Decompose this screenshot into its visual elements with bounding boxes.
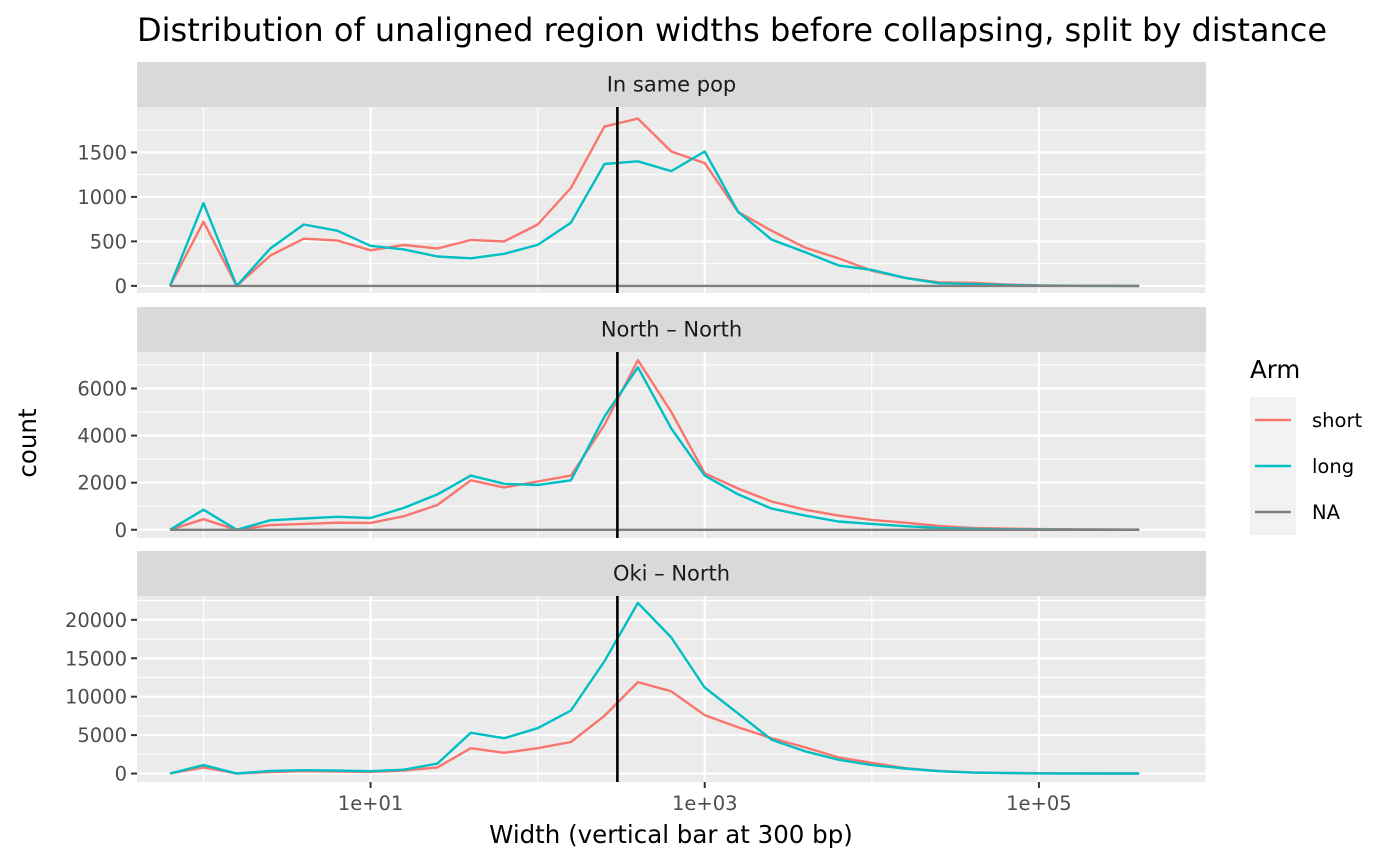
x-tick-label: 1e+01 — [338, 792, 404, 815]
y-tick-label: 20000 — [65, 609, 127, 632]
x-tick-label: 1e+05 — [1006, 792, 1072, 815]
x-tick-label: 1e+03 — [672, 792, 738, 815]
x-axis-title: Width (vertical bar at 300 bp) — [489, 820, 853, 849]
y-tick-label: 0 — [115, 275, 127, 298]
series-line-long — [169, 601, 1140, 775]
y-tick-label: 0 — [115, 763, 127, 786]
legend-item: NA — [1250, 489, 1341, 535]
legend-item: short — [1250, 397, 1362, 443]
y-tick-label: 500 — [90, 230, 127, 253]
facet-strip-label: Oki – North — [613, 562, 730, 586]
y-tick-label: 4000 — [77, 425, 127, 448]
panel-background — [137, 596, 1206, 782]
y-tick-label: 1500 — [77, 141, 127, 164]
legend: Arm short long NA — [1250, 355, 1362, 535]
y-tick-label: 10000 — [65, 686, 127, 709]
facet-panel: In same pop 0 500 1000 1500 — [77, 62, 1207, 298]
series-line-long — [168, 150, 1140, 288]
y-tick-label: 2000 — [77, 472, 127, 495]
legend-label: NA — [1312, 501, 1341, 524]
legend-label: long — [1312, 455, 1354, 478]
facet-panel: North – North 0 2000 4000 6000 — [77, 307, 1207, 542]
y-tick-label: 15000 — [65, 647, 127, 670]
facet-strip — [137, 307, 1206, 352]
legend-item: long — [1250, 443, 1354, 489]
facet-strip — [137, 551, 1206, 596]
legend-label: short — [1312, 409, 1362, 432]
legend-title: Arm — [1250, 355, 1300, 384]
chart-title: Distribution of unaligned region widths … — [137, 11, 1327, 49]
y-axis-title: count — [13, 408, 42, 478]
panel-background — [137, 107, 1206, 293]
y-tick-label: 1000 — [77, 186, 127, 209]
y-tick-label: 0 — [115, 519, 127, 542]
facet-strip-label: North – North — [601, 318, 742, 342]
y-tick-label: 6000 — [77, 377, 127, 400]
facet-strip-label: In same pop — [607, 73, 737, 97]
facet-strip — [137, 62, 1206, 107]
panel-background — [137, 352, 1206, 538]
y-tick-label: 5000 — [77, 724, 127, 747]
facet-panel: Oki – North 0 5000 10000 15000 20000 1e+01 1e+0… — [65, 551, 1207, 815]
facet-panels: In same pop 0 500 1000 1500 North – North 0 200… — [65, 62, 1207, 815]
